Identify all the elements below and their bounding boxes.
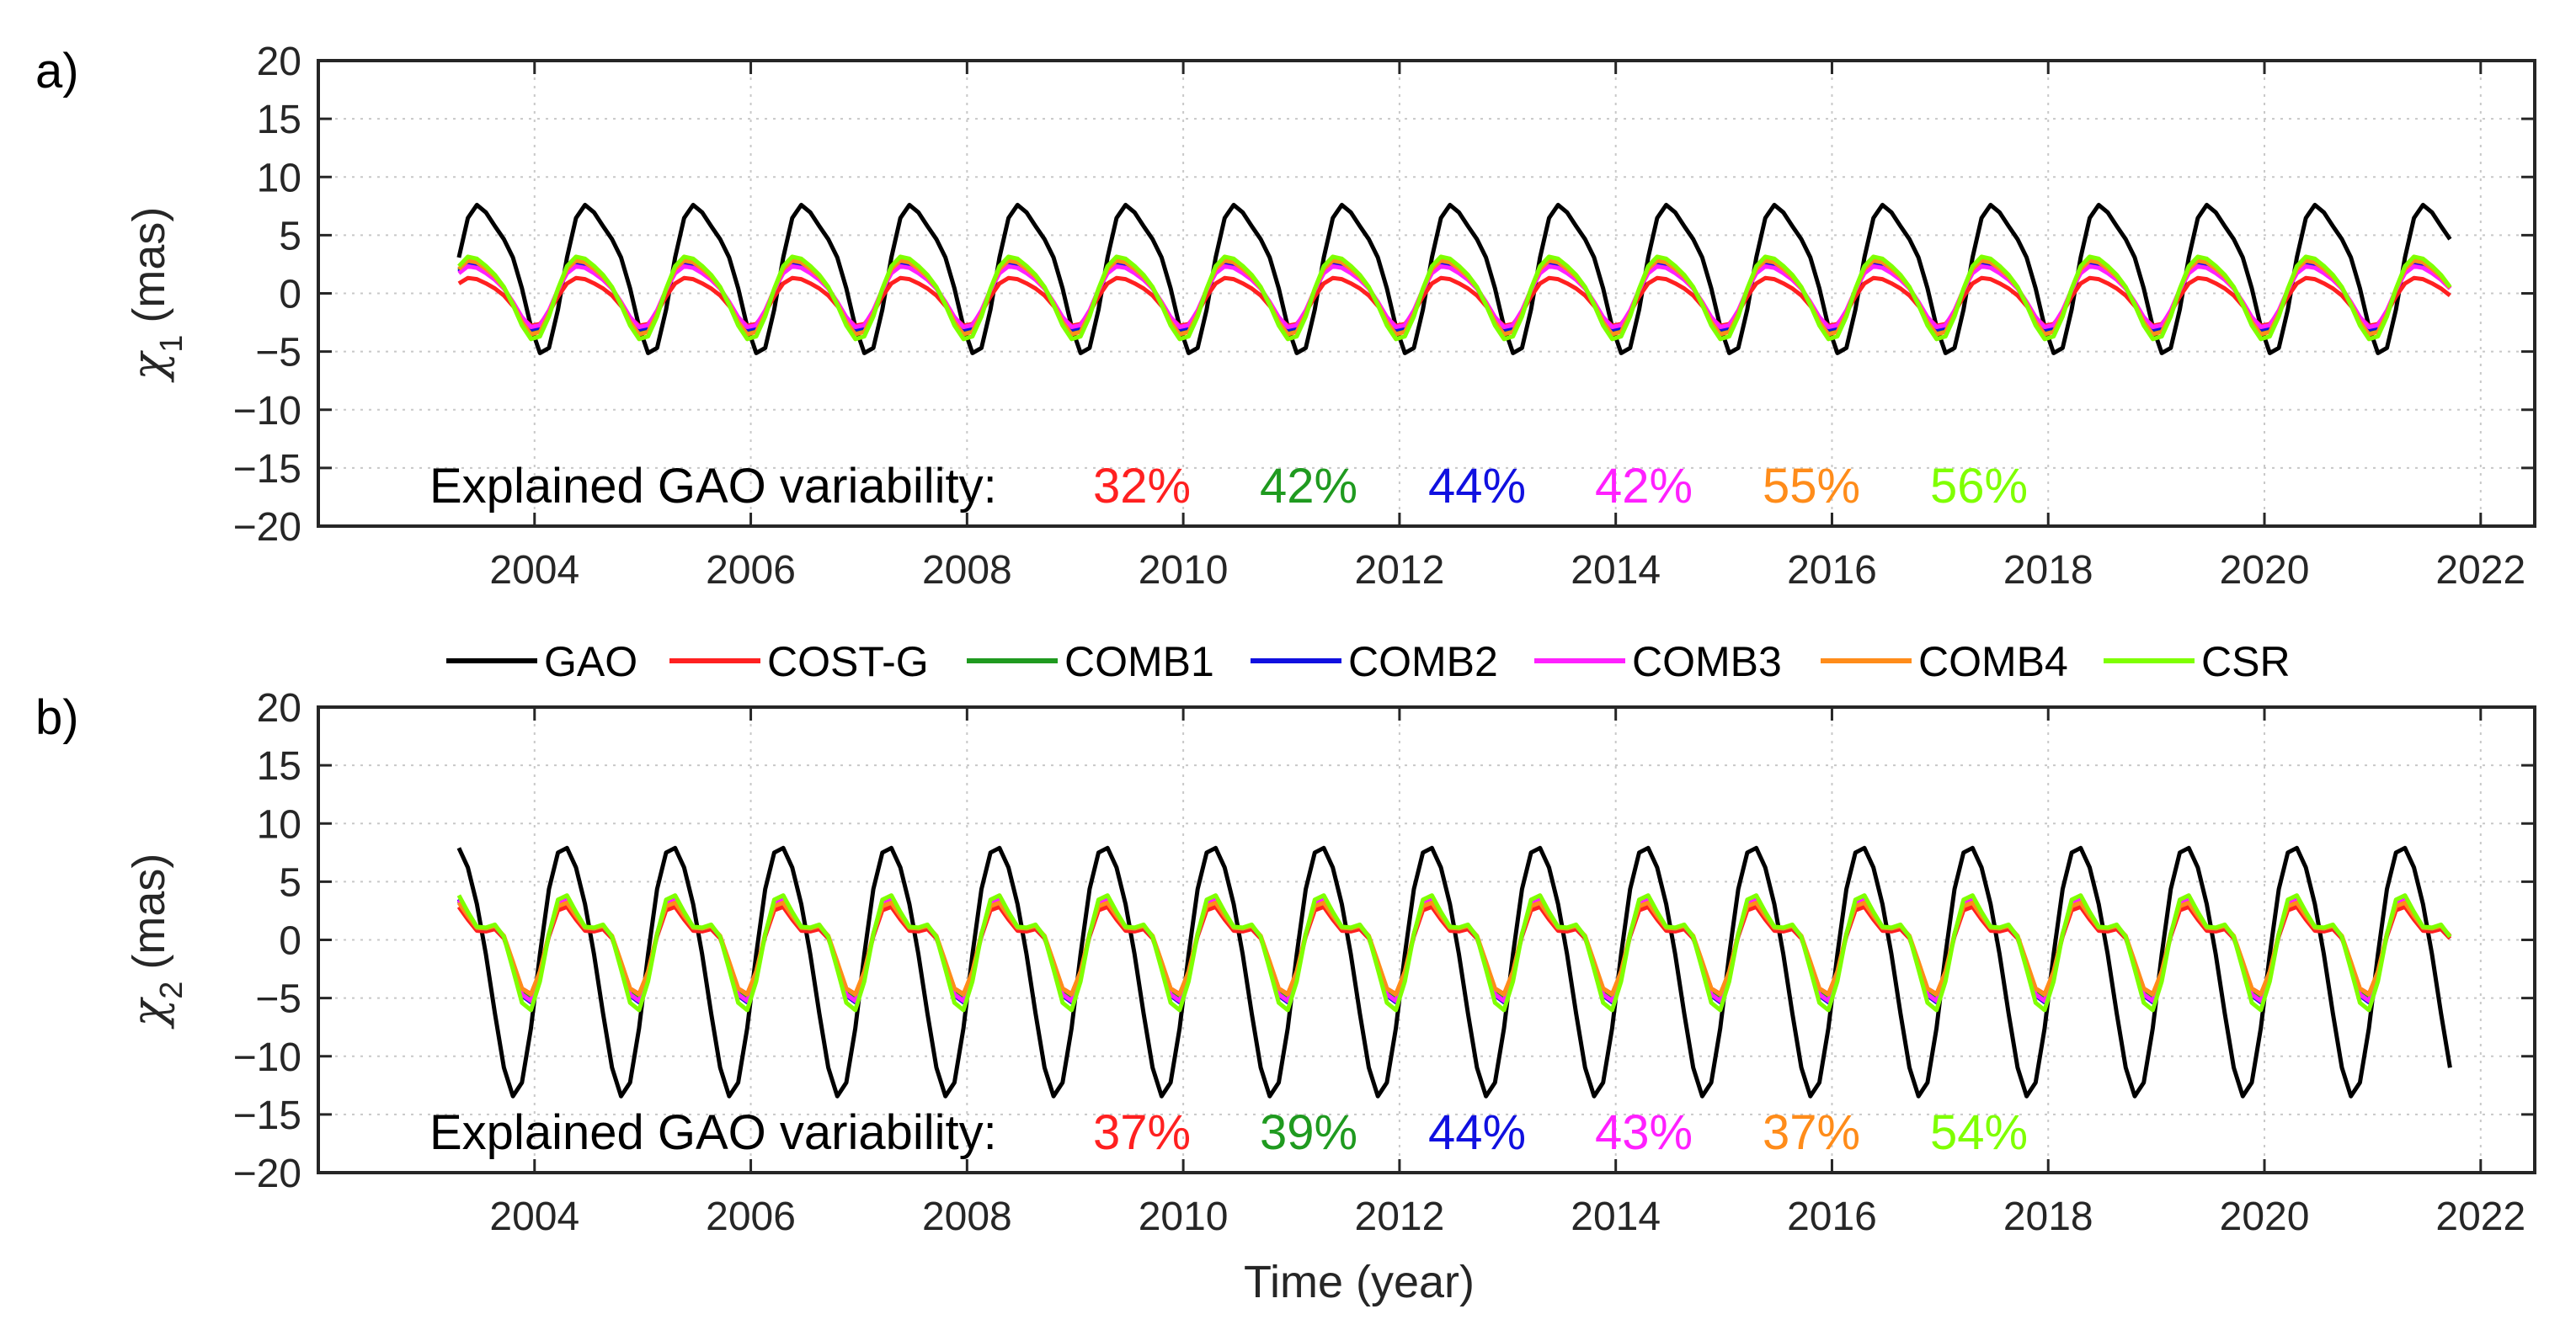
explained-value-cost-g: 32% — [1093, 459, 1191, 514]
y-axis-unit: (mas) — [124, 207, 174, 323]
y-tick-label: −5 — [255, 977, 301, 1022]
legend-label-csr: CSR — [2201, 638, 2291, 685]
legend-label-gao: GAO — [544, 638, 637, 685]
x-tick-label: 2016 — [1787, 548, 1877, 593]
series-line-gao — [456, 202, 2452, 355]
y-tick-label: 20 — [257, 40, 301, 84]
x-tick-label: 2014 — [1571, 548, 1661, 593]
y-axis-symbol: χ — [122, 996, 175, 1030]
explained-value-comb4: 37% — [1763, 1105, 1860, 1160]
y-tick-label: −10 — [233, 389, 301, 434]
y-tick-label: 10 — [257, 156, 301, 200]
legend-item-comb3: COMB3 — [1534, 638, 1782, 685]
y-tick-label: 5 — [279, 214, 301, 258]
explained-value-comb2: 44% — [1428, 459, 1526, 514]
y-axis-title: χ1 (mas) — [122, 207, 189, 384]
x-tick-label: 2020 — [2220, 1195, 2310, 1239]
legend-item-comb4: COMB4 — [1821, 638, 2068, 685]
explained-value-cost-g: 37% — [1093, 1105, 1191, 1160]
x-tick-label: 2022 — [2435, 1195, 2525, 1239]
legend-item-gao: GAO — [446, 638, 637, 685]
explained-value-comb2: 44% — [1428, 1105, 1526, 1160]
legend-item-comb2: COMB2 — [1251, 638, 1498, 685]
x-axis-title: Time (year) — [1244, 1257, 1475, 1307]
y-tick-label: 15 — [257, 744, 301, 789]
y-tick-label: −5 — [255, 331, 301, 375]
x-tick-label: 2018 — [2003, 548, 2093, 593]
explained-value-comb4: 55% — [1763, 459, 1860, 514]
series-line-cost-g — [457, 275, 2451, 328]
y-tick-label: 0 — [279, 273, 301, 317]
y-tick-label: −15 — [233, 1094, 301, 1138]
x-tick-label: 2010 — [1139, 548, 1229, 593]
x-tick-label: 2004 — [489, 548, 579, 593]
panel-b: 2004 2006 2008 2010 2012 2014 2016 2018 2020 2022… — [35, 686, 2536, 1307]
y-tick-label: −20 — [233, 1152, 301, 1196]
explained-value-comb1: 42% — [1260, 459, 1357, 514]
explained-label: Explained GAO variability: — [429, 1105, 997, 1160]
explained-value-csr: 54% — [1930, 1105, 2028, 1160]
y-axis-unit: (mas) — [124, 854, 174, 970]
x-tick-label: 2006 — [706, 1195, 796, 1239]
explained-value-comb3: 42% — [1595, 459, 1693, 514]
x-tick-label: 2012 — [1355, 1195, 1445, 1239]
legend: GAO COST-G COMB1 COMB2 COMB3 COMB4 CSR — [446, 638, 2291, 685]
x-tick-label: 2006 — [706, 548, 796, 593]
series-line-csr — [456, 893, 2452, 1013]
legend-item-csr: CSR — [2104, 638, 2291, 685]
panel-label: a) — [35, 44, 79, 98]
legend-label-comb1: COMB1 — [1064, 638, 1214, 685]
panel-label: b) — [35, 690, 79, 745]
x-tick-label: 2012 — [1355, 548, 1445, 593]
x-tick-label: 2020 — [2220, 548, 2310, 593]
legend-label-cost-g: COST-G — [767, 638, 929, 685]
y-axis-symbol: χ — [122, 349, 175, 383]
x-tick-label: 2010 — [1139, 1195, 1229, 1239]
y-tick-label: −15 — [233, 447, 301, 492]
x-tick-label: 2016 — [1787, 1195, 1877, 1239]
y-tick-label: −10 — [233, 1035, 301, 1080]
y-tick-label: 10 — [257, 802, 301, 847]
explained-label: Explained GAO variability: — [429, 459, 997, 514]
y-tick-label: 5 — [279, 860, 301, 905]
explained-value-comb3: 43% — [1595, 1105, 1693, 1160]
y-axis-subscript: 1 — [154, 335, 189, 353]
y-tick-label: 0 — [279, 919, 301, 964]
x-tick-label: 2022 — [2435, 548, 2525, 593]
y-tick-label: 15 — [257, 98, 301, 142]
legend-label-comb4: COMB4 — [1918, 638, 2068, 685]
x-tick-label: 2008 — [922, 1195, 1012, 1239]
y-axis-title: χ2 (mas) — [122, 854, 189, 1030]
legend-item-cost-g: COST-G — [669, 638, 929, 685]
series-line-csr — [457, 254, 2452, 342]
y-tick-label: 20 — [257, 686, 301, 731]
explained-value-comb1: 39% — [1260, 1105, 1357, 1160]
legend-label-comb3: COMB3 — [1632, 638, 1782, 685]
explained-annotation: Explained GAO variability: 37% 39% 44% 43% 37… — [429, 1105, 2028, 1160]
legend-item-comb1: COMB1 — [967, 638, 1214, 685]
legend-label-comb2: COMB2 — [1348, 638, 1498, 685]
x-tick-label: 2014 — [1571, 1195, 1661, 1239]
x-tick-label: 2018 — [2003, 1195, 2093, 1239]
explained-value-csr: 56% — [1930, 459, 2028, 514]
panel-a: 2004 2006 2008 2010 2012 2014 2016 2018 2020 2022… — [35, 40, 2536, 593]
y-tick-label: −20 — [233, 505, 301, 550]
x-tick-label: 2004 — [489, 1195, 579, 1239]
x-tick-label: 2008 — [922, 548, 1012, 593]
y-axis-subscript: 2 — [154, 982, 189, 999]
explained-annotation: Explained GAO variability: 32% 42% 44% 42% 55… — [429, 459, 2028, 514]
